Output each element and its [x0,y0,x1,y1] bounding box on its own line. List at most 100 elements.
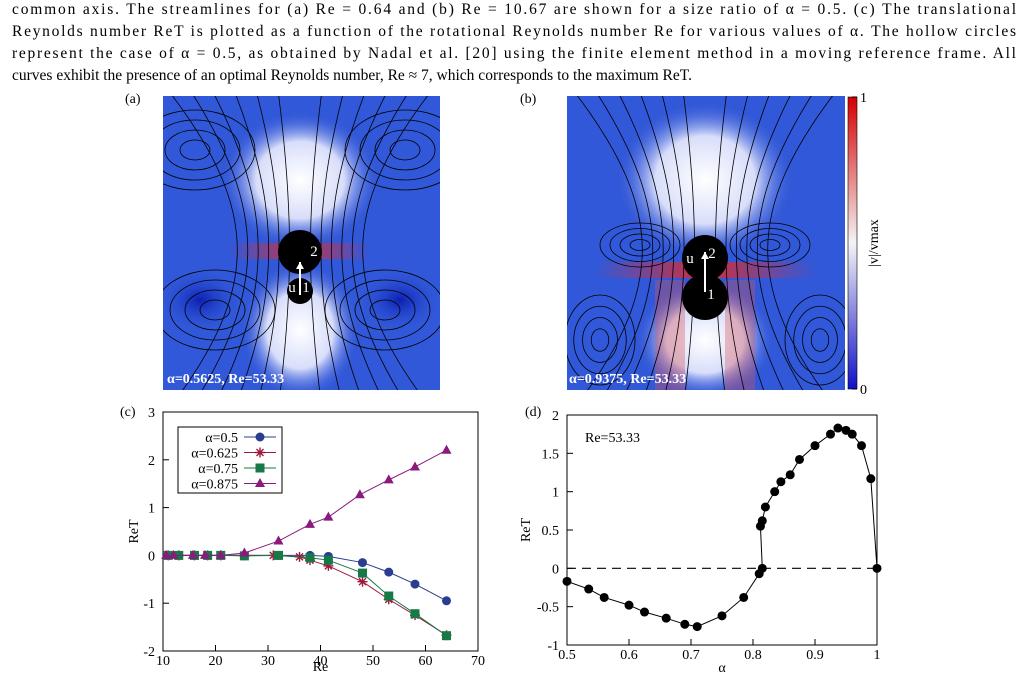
point [757,516,767,526]
point [200,549,210,559]
point [599,592,609,602]
streamline [171,96,238,390]
point [661,613,671,623]
x-tick-label: 0.9 [806,648,824,663]
arrow-head [701,252,709,259]
streamline [598,96,654,390]
point [305,553,315,563]
x-tick-label: 0.8 [744,648,762,663]
streamline [759,239,781,251]
caption-line: curves exhibit the presence of an optima… [12,67,692,84]
streamline [179,139,211,161]
caption-line: common axis. The streamlines for (a) Re … [12,1,1016,18]
point [215,549,226,559]
point [624,600,634,610]
streamline [214,96,259,390]
x-tick-label: 50 [366,654,380,669]
legend-label: α=0.5 [205,431,238,446]
streamline [235,96,269,390]
particle-label: 1 [302,280,310,296]
streamline [184,289,246,331]
point [442,596,451,606]
streamline [339,279,431,341]
streamline [169,279,261,341]
streamline [362,96,429,390]
streamline [590,328,610,352]
particle-label: u [686,251,694,267]
point [161,549,172,559]
caption-line: represent the case of α = 0.5, as obtain… [12,45,1016,62]
particle [278,230,322,274]
streamline [389,139,421,161]
streamline [802,317,838,363]
streamline [163,109,256,191]
point [562,576,572,586]
point [692,622,702,632]
point [273,535,284,545]
point [833,423,843,433]
colorbar-tick-label: 1 [860,91,867,106]
x-tick-label: 20 [209,654,223,669]
point [410,579,420,589]
series-line [168,554,447,637]
particle [682,274,728,320]
point [640,607,649,617]
point [785,470,795,480]
x-tick-label: 0.7 [682,648,700,663]
y-tick-label: 0 [552,562,559,577]
y-tick-label: -1 [547,639,559,654]
point [847,429,857,439]
y-tick-label: 1.5 [542,447,560,462]
x-tick-label: 60 [419,654,433,669]
streamline [582,317,618,363]
streamline [359,119,440,181]
plot-frame [566,414,878,646]
streamline [567,294,636,386]
point [354,489,365,499]
y-tick-label: -2 [143,645,155,660]
y-tick-label: 3 [148,406,155,421]
y-tick-label: 0 [148,549,155,564]
panel-label: (a) [125,92,141,107]
point [441,444,452,454]
point [239,547,250,557]
streamline [344,109,440,191]
streamline [640,96,674,390]
point [739,592,749,602]
series-line [168,554,447,636]
streamline [793,305,845,375]
particle-label: u [288,280,296,296]
streamline [629,239,651,251]
point [323,511,334,521]
streamline [193,96,249,390]
x-tick-label: 1 [874,648,881,663]
y-tick-label: 2 [148,454,155,469]
streamline [739,228,801,262]
x-axis-label: Re [313,660,329,675]
point [187,549,198,559]
streamline [331,96,365,390]
point [776,477,786,487]
point [168,549,179,559]
x-tick-label: 0.5 [558,648,576,663]
streamline [619,96,664,390]
point [358,558,367,568]
point [866,474,876,484]
point [757,563,767,573]
streamline [784,294,845,386]
y-tick-label: 2 [552,409,559,424]
y-axis-label: ReT [519,518,534,543]
colorbar [847,96,858,390]
point [810,441,820,451]
x-tick-label: 40 [314,654,328,669]
y-tick-label: 1 [148,502,155,517]
panel-label: (d) [525,405,542,420]
x-axis-label: α [718,661,726,676]
point [383,474,394,484]
colorbar-tick-label: 0 [860,383,867,398]
series-line [566,427,878,628]
colorbar-label: |v|/vmax [867,219,882,267]
x-tick-label: 0.6 [620,648,638,663]
caption-line: Reynolds number ReT is plotted as a func… [12,23,1016,40]
x-tick-label: 10 [156,654,170,669]
